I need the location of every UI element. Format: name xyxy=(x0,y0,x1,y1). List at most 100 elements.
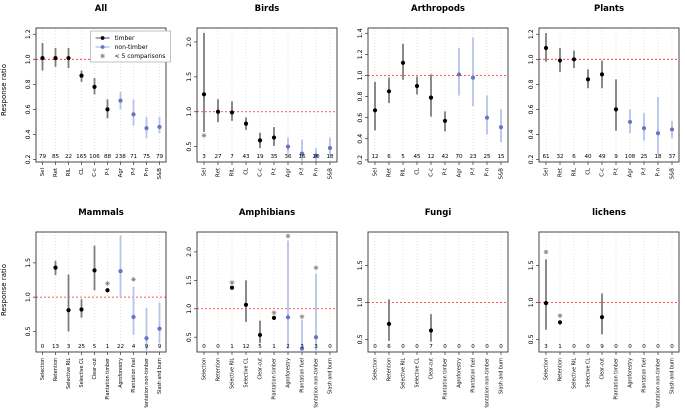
svg-text:79: 79 xyxy=(39,154,47,160)
svg-text:S&B: S&B xyxy=(328,168,334,180)
svg-text:13: 13 xyxy=(52,344,60,350)
svg-text:19: 19 xyxy=(256,154,264,160)
svg-text:0.8: 0.8 xyxy=(25,79,32,89)
svg-text:88: 88 xyxy=(104,154,112,160)
panel-title-fungi: Fungi xyxy=(424,208,452,218)
svg-text:Slash and burn: Slash and burn xyxy=(157,358,163,394)
svg-text:0.2: 0.2 xyxy=(357,155,364,165)
svg-text:35: 35 xyxy=(270,154,278,160)
svg-text:9: 9 xyxy=(600,344,604,350)
svg-text:0.5: 0.5 xyxy=(528,334,535,344)
svg-text:Selection: Selection xyxy=(373,358,379,380)
svg-text:Ret: Ret xyxy=(387,168,393,177)
svg-text:12: 12 xyxy=(427,154,434,160)
svg-text:3: 3 xyxy=(300,344,304,350)
svg-text:1.0: 1.0 xyxy=(357,70,364,80)
svg-text:Selection: Selection xyxy=(40,358,46,380)
svg-text:P-n: P-n xyxy=(314,168,320,177)
svg-text:0.4: 0.4 xyxy=(25,129,32,139)
svg-text:Plantation timber: Plantation timber xyxy=(614,358,620,400)
svg-text:1.5: 1.5 xyxy=(528,260,535,270)
svg-text:0.4: 0.4 xyxy=(528,129,535,139)
svg-text:P-f: P-f xyxy=(300,168,306,175)
svg-text:18: 18 xyxy=(654,154,662,160)
svg-text:0.2: 0.2 xyxy=(25,155,32,165)
svg-text:S&B: S&B xyxy=(157,168,163,180)
panel-title-lichens: lichens xyxy=(592,208,626,218)
svg-text:Sel: Sel xyxy=(40,168,46,176)
svg-text:22: 22 xyxy=(65,154,72,160)
svg-text:238: 238 xyxy=(115,154,126,160)
svg-text:1.5: 1.5 xyxy=(357,260,364,270)
plot-lichens: 0.5 1.0 1.5 3 1 0 0 9 0 0 0 0 0 Selection Retention Sel… xyxy=(528,231,680,408)
svg-text:9: 9 xyxy=(145,344,149,350)
svg-text:0: 0 xyxy=(41,344,45,350)
svg-text:Plantation timber: Plantation timber xyxy=(443,358,449,400)
svg-text:0.6: 0.6 xyxy=(357,113,364,123)
svg-text:0: 0 xyxy=(401,344,405,350)
svg-text:0: 0 xyxy=(656,344,660,350)
panel-title-amphibians: Amphibians xyxy=(238,208,296,218)
svg-text:Clear-cut: Clear-cut xyxy=(600,358,606,380)
svg-text:0: 0 xyxy=(614,344,618,350)
svg-text:0: 0 xyxy=(628,344,632,350)
panel-birds: Birds 0.5 1.0 1.5 2.0 3 27 7 43 19 35 36 16 20 18 Sel R… xyxy=(171,0,342,204)
svg-text:Plantation non-timber: Plantation non-timber xyxy=(314,358,320,408)
svg-text:C-c: C-c xyxy=(258,168,264,177)
svg-text:Ret: Ret xyxy=(558,168,564,177)
svg-text:CL: CL xyxy=(244,168,250,175)
svg-text:0.5: 0.5 xyxy=(357,334,364,344)
svg-text:Selective CL: Selective CL xyxy=(79,358,85,388)
svg-text:4: 4 xyxy=(132,344,136,350)
svg-text:0: 0 xyxy=(572,344,576,350)
svg-text:P-f: P-f xyxy=(642,168,648,175)
svg-text:Plantation non-timber: Plantation non-timber xyxy=(485,358,491,408)
svg-text:0.5: 0.5 xyxy=(186,332,193,342)
panel-title-birds: Birds xyxy=(254,4,280,14)
svg-text:79: 79 xyxy=(156,154,164,160)
svg-text:0.8: 0.8 xyxy=(528,79,535,89)
svg-text:RIL: RIL xyxy=(572,168,578,176)
svg-text:61: 61 xyxy=(542,154,550,160)
svg-text:0: 0 xyxy=(443,344,447,350)
svg-text:0: 0 xyxy=(373,344,377,350)
svg-text:Selective RIL: Selective RIL xyxy=(572,358,578,389)
svg-text:6: 6 xyxy=(387,154,391,160)
svg-text:45: 45 xyxy=(413,154,421,160)
svg-text:Clear-cut: Clear-cut xyxy=(258,358,264,380)
svg-text:Selective RIL: Selective RIL xyxy=(401,358,407,389)
svg-text:P-t: P-t xyxy=(105,168,111,175)
svg-text:Sel: Sel xyxy=(373,168,379,176)
svg-text:CL: CL xyxy=(415,168,421,175)
svg-text:3: 3 xyxy=(314,344,318,350)
svg-text:32: 32 xyxy=(556,154,563,160)
svg-text:Agr: Agr xyxy=(628,167,634,177)
svg-text:Retention: Retention xyxy=(387,358,393,381)
svg-text:timber: timber xyxy=(115,35,135,42)
svg-text:1.4: 1.4 xyxy=(357,28,364,38)
svg-text:5: 5 xyxy=(401,154,405,160)
svg-text:Retention: Retention xyxy=(53,358,59,381)
svg-text:1.5: 1.5 xyxy=(25,258,32,268)
svg-text:25: 25 xyxy=(483,154,491,160)
svg-text:1.0: 1.0 xyxy=(528,54,535,64)
svg-text:5: 5 xyxy=(93,344,97,350)
svg-text:Plantation timber: Plantation timber xyxy=(272,358,278,400)
panel-lichens: lichens 0.5 1.0 1.5 3 1 0 0 9 0 0 0 0 0 Selection Rete… xyxy=(513,204,684,408)
svg-text:Selective CL: Selective CL xyxy=(244,358,250,388)
svg-text:< 5 comparisons: < 5 comparisons xyxy=(115,53,166,60)
svg-text:1: 1 xyxy=(272,344,276,350)
svg-text:P-f: P-f xyxy=(131,168,137,175)
svg-text:49: 49 xyxy=(598,154,606,160)
plot-fungi: 0.5 1.0 1.5 0 6 0 0 7 0 0 0 0 0 Selection Retention Sel… xyxy=(357,231,509,408)
svg-text:Slash and burn: Slash and burn xyxy=(499,358,505,394)
svg-text:0.6: 0.6 xyxy=(25,104,32,114)
svg-text:37: 37 xyxy=(668,154,676,160)
svg-text:Agr: Agr xyxy=(286,167,292,177)
svg-text:Clear-cut: Clear-cut xyxy=(429,358,435,380)
svg-text:0.4: 0.4 xyxy=(357,134,364,144)
svg-text:CL: CL xyxy=(79,168,85,175)
svg-text:P-t: P-t xyxy=(614,168,620,175)
